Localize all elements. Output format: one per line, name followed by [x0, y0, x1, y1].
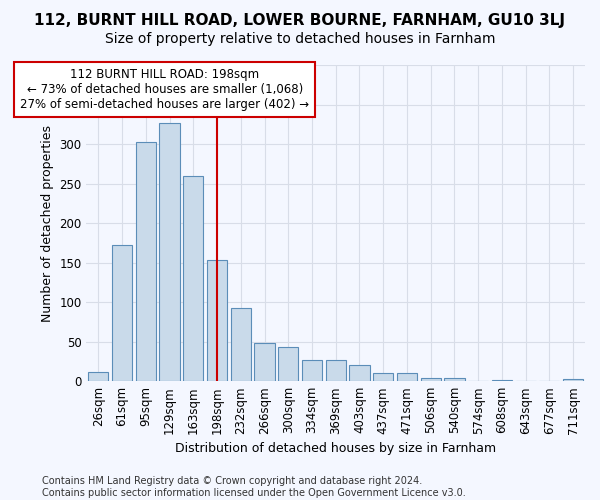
- Bar: [88, 372, 109, 381]
- Bar: [445, 378, 464, 381]
- Text: 112, BURNT HILL ROAD, LOWER BOURNE, FARNHAM, GU10 3LJ: 112, BURNT HILL ROAD, LOWER BOURNE, FARN…: [35, 12, 566, 28]
- Bar: [160, 122, 179, 381]
- Y-axis label: Number of detached properties: Number of detached properties: [41, 124, 54, 322]
- Text: Size of property relative to detached houses in Farnham: Size of property relative to detached ho…: [105, 32, 495, 46]
- Bar: [183, 176, 203, 381]
- Bar: [254, 343, 275, 381]
- Bar: [563, 379, 583, 381]
- Bar: [492, 380, 512, 381]
- X-axis label: Distribution of detached houses by size in Farnham: Distribution of detached houses by size …: [175, 442, 496, 455]
- Bar: [326, 360, 346, 381]
- Bar: [397, 374, 417, 381]
- Bar: [207, 260, 227, 381]
- Bar: [373, 374, 394, 381]
- Bar: [231, 308, 251, 381]
- Bar: [278, 347, 298, 381]
- Bar: [112, 245, 132, 381]
- Text: Contains HM Land Registry data © Crown copyright and database right 2024.
Contai: Contains HM Land Registry data © Crown c…: [42, 476, 466, 498]
- Bar: [136, 142, 156, 381]
- Bar: [302, 360, 322, 381]
- Bar: [349, 364, 370, 381]
- Bar: [421, 378, 441, 381]
- Text: 112 BURNT HILL ROAD: 198sqm
← 73% of detached houses are smaller (1,068)
27% of : 112 BURNT HILL ROAD: 198sqm ← 73% of det…: [20, 68, 310, 111]
